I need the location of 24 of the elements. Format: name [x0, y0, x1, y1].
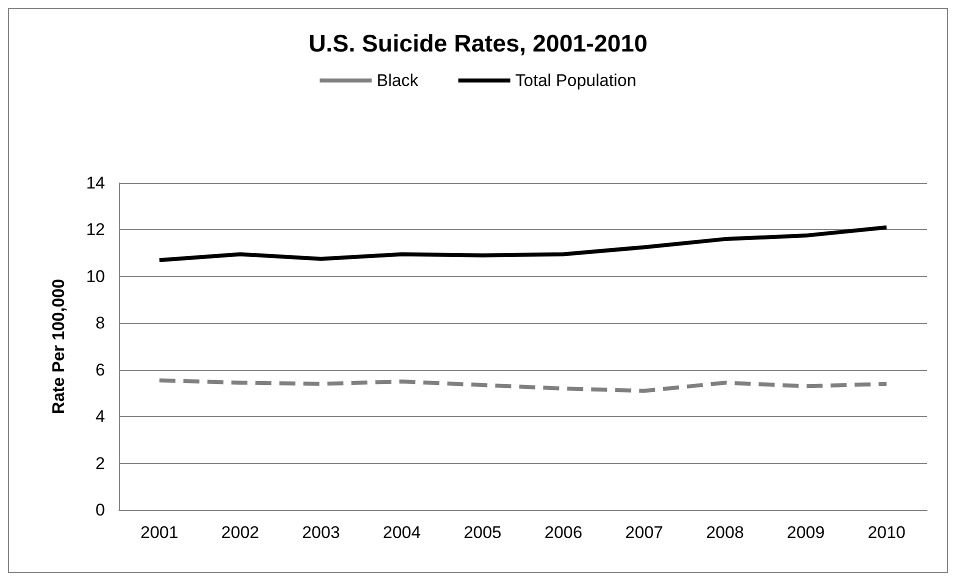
- x-tick-label: 2010: [868, 523, 906, 542]
- x-tick-label: 2001: [140, 523, 178, 542]
- legend-label: Black: [376, 71, 419, 90]
- x-tick-label: 2004: [382, 523, 421, 542]
- y-tick-label: 4: [96, 407, 105, 426]
- x-tick-label: 2002: [221, 523, 260, 542]
- x-tick-label: 2006: [544, 523, 582, 542]
- x-tick-label: 2005: [464, 523, 502, 542]
- y-tick-label: 14: [86, 174, 105, 192]
- y-tick-label: 12: [86, 220, 105, 240]
- x-tick-label: 2003: [302, 523, 340, 542]
- x-tick-label: 2007: [625, 523, 664, 542]
- x-tick-label: 2008: [706, 523, 744, 542]
- y-tick-label: 0: [96, 500, 105, 520]
- legend-label: Total Population: [515, 71, 636, 90]
- line-series: [157, 225, 889, 262]
- y-tick-label: 8: [96, 314, 105, 333]
- y-axis-title: Rate Per 100,000: [49, 278, 68, 414]
- chart-title: U.S. Suicide Rates, 2001-2010: [308, 30, 648, 58]
- line-series: [157, 378, 889, 393]
- y-tick-label: 2: [96, 454, 105, 473]
- y-tick-label: 6: [96, 360, 105, 380]
- y-tick-label: 10: [86, 266, 105, 286]
- x-tick-label: 2009: [786, 523, 825, 542]
